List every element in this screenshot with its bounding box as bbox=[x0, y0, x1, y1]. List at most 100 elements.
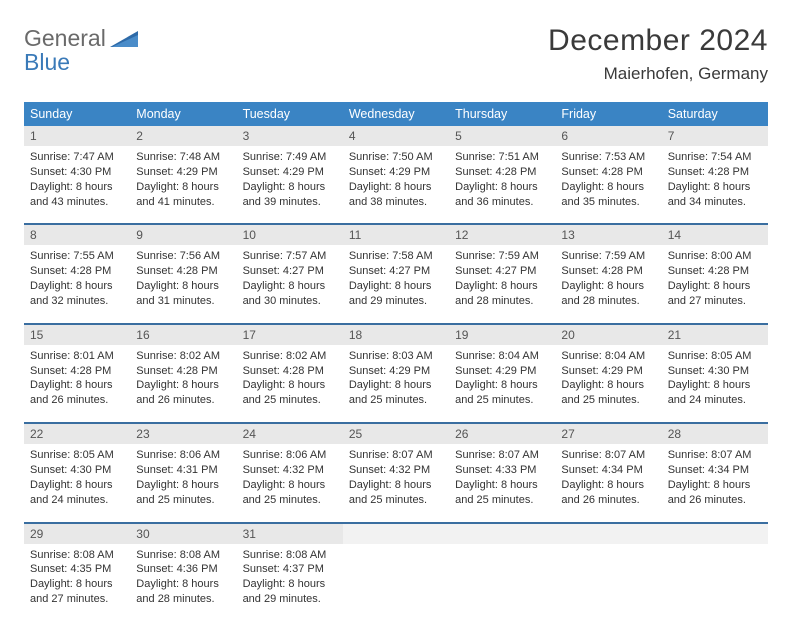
sunset-text: Sunset: 4:34 PM bbox=[668, 463, 762, 478]
daylight-text-1: Daylight: 8 hours bbox=[349, 279, 443, 294]
daylight-text-1: Daylight: 8 hours bbox=[30, 180, 124, 195]
sunset-text: Sunset: 4:29 PM bbox=[136, 165, 230, 180]
sunrise-text: Sunrise: 8:08 AM bbox=[136, 548, 230, 563]
dayhead-sat: Saturday bbox=[662, 102, 768, 126]
daylight-text-2: and 31 minutes. bbox=[136, 294, 230, 309]
sunset-text: Sunset: 4:30 PM bbox=[30, 463, 124, 478]
day-number: 3 bbox=[237, 126, 343, 146]
day-number-row: 891011121314 bbox=[24, 225, 768, 245]
sunset-text: Sunset: 4:37 PM bbox=[243, 562, 337, 577]
daylight-text-1: Daylight: 8 hours bbox=[30, 577, 124, 592]
daylight-text-1: Daylight: 8 hours bbox=[30, 378, 124, 393]
sunrise-text: Sunrise: 7:56 AM bbox=[136, 249, 230, 264]
day-info-cell: Sunrise: 8:07 AMSunset: 4:33 PMDaylight:… bbox=[449, 444, 555, 522]
daylight-text-2: and 27 minutes. bbox=[668, 294, 762, 309]
daylight-text-2: and 26 minutes. bbox=[668, 493, 762, 508]
sunset-text: Sunset: 4:28 PM bbox=[668, 165, 762, 180]
brand-triangle-icon bbox=[110, 29, 138, 51]
dayhead-thu: Thursday bbox=[449, 102, 555, 126]
daylight-text-2: and 30 minutes. bbox=[243, 294, 337, 309]
day-info-row: Sunrise: 8:01 AMSunset: 4:28 PMDaylight:… bbox=[24, 345, 768, 423]
day-number: 18 bbox=[343, 325, 449, 345]
daylight-text-2: and 24 minutes. bbox=[30, 493, 124, 508]
daylight-text-2: and 25 minutes. bbox=[243, 493, 337, 508]
daylight-text-1: Daylight: 8 hours bbox=[668, 180, 762, 195]
daylight-text-2: and 28 minutes. bbox=[455, 294, 549, 309]
daylight-text-1: Daylight: 8 hours bbox=[455, 478, 549, 493]
sunset-text: Sunset: 4:28 PM bbox=[455, 165, 549, 180]
day-info-cell: Sunrise: 8:06 AMSunset: 4:31 PMDaylight:… bbox=[130, 444, 236, 522]
sunrise-text: Sunrise: 8:02 AM bbox=[243, 349, 337, 364]
sunrise-text: Sunrise: 8:07 AM bbox=[349, 448, 443, 463]
daylight-text-1: Daylight: 8 hours bbox=[136, 378, 230, 393]
day-number: 9 bbox=[130, 225, 236, 245]
day-info-row: Sunrise: 8:08 AMSunset: 4:35 PMDaylight:… bbox=[24, 544, 768, 621]
day-info-cell: Sunrise: 8:03 AMSunset: 4:29 PMDaylight:… bbox=[343, 345, 449, 423]
daylight-text-2: and 26 minutes. bbox=[30, 393, 124, 408]
daylight-text-2: and 41 minutes. bbox=[136, 195, 230, 210]
day-number-row: 1234567 bbox=[24, 126, 768, 146]
sunrise-text: Sunrise: 8:08 AM bbox=[30, 548, 124, 563]
daylight-text-2: and 28 minutes. bbox=[561, 294, 655, 309]
sunrise-text: Sunrise: 8:00 AM bbox=[668, 249, 762, 264]
daylight-text-1: Daylight: 8 hours bbox=[668, 478, 762, 493]
day-number: 16 bbox=[130, 325, 236, 345]
daylight-text-1: Daylight: 8 hours bbox=[349, 180, 443, 195]
dayhead-sun: Sunday bbox=[24, 102, 130, 126]
day-info-cell: Sunrise: 7:54 AMSunset: 4:28 PMDaylight:… bbox=[662, 146, 768, 224]
sunset-text: Sunset: 4:30 PM bbox=[668, 364, 762, 379]
daylight-text-2: and 34 minutes. bbox=[668, 195, 762, 210]
daylight-text-1: Daylight: 8 hours bbox=[349, 478, 443, 493]
sunset-text: Sunset: 4:32 PM bbox=[349, 463, 443, 478]
day-info-row: Sunrise: 8:05 AMSunset: 4:30 PMDaylight:… bbox=[24, 444, 768, 522]
daylight-text-1: Daylight: 8 hours bbox=[561, 378, 655, 393]
sunrise-text: Sunrise: 8:07 AM bbox=[455, 448, 549, 463]
daylight-text-1: Daylight: 8 hours bbox=[455, 378, 549, 393]
day-info-cell: Sunrise: 7:58 AMSunset: 4:27 PMDaylight:… bbox=[343, 245, 449, 323]
daylight-text-1: Daylight: 8 hours bbox=[30, 478, 124, 493]
day-number: 7 bbox=[662, 126, 768, 146]
day-number: 23 bbox=[130, 424, 236, 444]
sunrise-text: Sunrise: 8:04 AM bbox=[561, 349, 655, 364]
sunset-text: Sunset: 4:28 PM bbox=[668, 264, 762, 279]
daylight-text-2: and 24 minutes. bbox=[668, 393, 762, 408]
daylight-text-1: Daylight: 8 hours bbox=[136, 279, 230, 294]
daylight-text-1: Daylight: 8 hours bbox=[561, 478, 655, 493]
sunset-text: Sunset: 4:29 PM bbox=[349, 364, 443, 379]
sunset-text: Sunset: 4:27 PM bbox=[349, 264, 443, 279]
day-info-cell: Sunrise: 8:02 AMSunset: 4:28 PMDaylight:… bbox=[237, 345, 343, 423]
sunrise-text: Sunrise: 8:07 AM bbox=[561, 448, 655, 463]
day-info-cell: Sunrise: 8:00 AMSunset: 4:28 PMDaylight:… bbox=[662, 245, 768, 323]
day-info-cell: Sunrise: 8:07 AMSunset: 4:34 PMDaylight:… bbox=[662, 444, 768, 522]
day-number: 8 bbox=[24, 225, 130, 245]
day-info-row: Sunrise: 7:55 AMSunset: 4:28 PMDaylight:… bbox=[24, 245, 768, 323]
day-info-empty bbox=[449, 544, 555, 621]
day-info-cell: Sunrise: 8:01 AMSunset: 4:28 PMDaylight:… bbox=[24, 345, 130, 423]
day-number: 20 bbox=[555, 325, 661, 345]
day-number: 29 bbox=[24, 524, 130, 544]
daylight-text-2: and 25 minutes. bbox=[136, 493, 230, 508]
daylight-text-2: and 43 minutes. bbox=[30, 195, 124, 210]
sunrise-text: Sunrise: 7:59 AM bbox=[455, 249, 549, 264]
daylight-text-2: and 26 minutes. bbox=[136, 393, 230, 408]
daylight-text-2: and 26 minutes. bbox=[561, 493, 655, 508]
sunrise-text: Sunrise: 7:47 AM bbox=[30, 150, 124, 165]
sunrise-text: Sunrise: 8:08 AM bbox=[243, 548, 337, 563]
month-title: December 2024 bbox=[548, 24, 768, 58]
calendar-body: 1234567Sunrise: 7:47 AMSunset: 4:30 PMDa… bbox=[24, 126, 768, 621]
day-number: 17 bbox=[237, 325, 343, 345]
day-number: 28 bbox=[662, 424, 768, 444]
day-number: 22 bbox=[24, 424, 130, 444]
sunrise-text: Sunrise: 7:53 AM bbox=[561, 150, 655, 165]
day-info-row: Sunrise: 7:47 AMSunset: 4:30 PMDaylight:… bbox=[24, 146, 768, 224]
sunrise-text: Sunrise: 7:50 AM bbox=[349, 150, 443, 165]
day-number: 2 bbox=[130, 126, 236, 146]
day-number-row: 15161718192021 bbox=[24, 325, 768, 345]
day-info-cell: Sunrise: 8:07 AMSunset: 4:32 PMDaylight:… bbox=[343, 444, 449, 522]
dayhead-tue: Tuesday bbox=[237, 102, 343, 126]
daylight-text-1: Daylight: 8 hours bbox=[349, 378, 443, 393]
daylight-text-2: and 32 minutes. bbox=[30, 294, 124, 309]
brand-logo: General Blue bbox=[24, 24, 138, 74]
sunset-text: Sunset: 4:28 PM bbox=[136, 264, 230, 279]
daylight-text-1: Daylight: 8 hours bbox=[561, 279, 655, 294]
